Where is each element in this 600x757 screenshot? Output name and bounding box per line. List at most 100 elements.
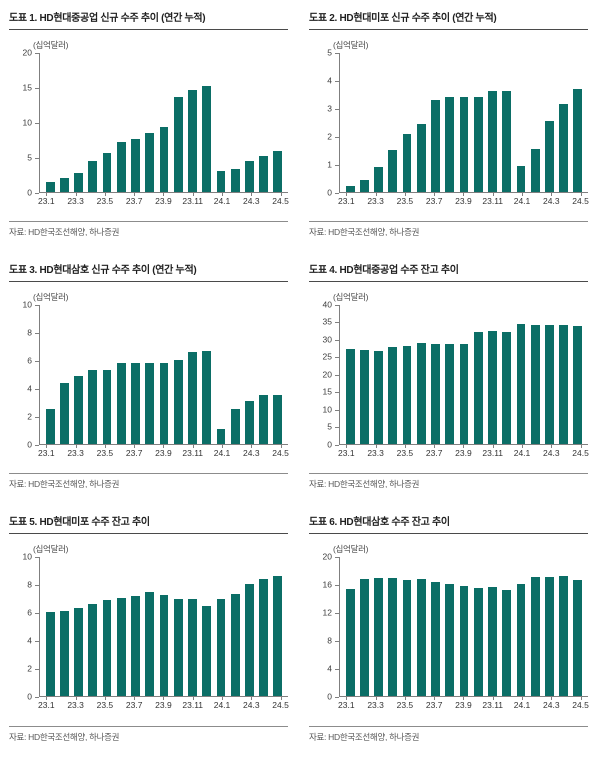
chart-title: 도표 5. HD현대미포 수주 잔고 추이 [9,513,288,534]
x-slot [83,193,98,207]
x-tick-label: 24.5 [572,196,589,206]
bar-23.6 [116,141,126,192]
bar-slot [100,53,114,192]
bar-23.8 [445,97,455,192]
x-axis-labels: 23.1 23.3 23.5 23.7 23.9 23.11 24.1 24.3 24.5 [38,697,289,711]
bar-23.8 [145,362,155,444]
bar-slot [228,53,242,192]
x-slot: 24.5 [272,697,289,711]
x-slot [229,445,244,459]
chart-panel-4: 도표 4. HD현대중공업 수주 잔고 추이 (십억달러) 0 5 10 15 20 25… [300,252,600,504]
x-tick-label: 23.7 [125,700,143,710]
bar-24.2 [230,593,240,696]
x-slot [54,193,69,207]
bar-23.2 [59,178,69,192]
source-note: 자료: HD한국조선해양, 하나증권 [9,726,288,743]
bar-23.3 [374,350,383,444]
plot-area [39,557,288,697]
bar-slot [114,305,128,444]
x-tick-mark [75,445,77,448]
bar-23.4 [88,370,98,444]
y-tick-mark [35,556,39,558]
x-tick-label: 23.5 [96,700,114,710]
bar-slot [71,305,85,444]
bar-slot [43,305,57,444]
bar-23.7 [131,362,140,444]
x-slot: 23.11 [182,697,204,711]
x-slot: 24.1 [514,697,530,711]
bar-slot [257,305,271,444]
bar-slot [128,557,142,696]
x-slot: 23.11 [182,445,203,459]
y-tick-mark [335,52,339,54]
bar-23.10 [173,359,183,444]
bar-24.5 [273,151,283,192]
x-slot: 23.5 [397,193,413,207]
bar-slot [71,53,85,192]
x-slot [354,445,369,459]
y-tick-mark [35,52,39,54]
chart-title: 도표 2. HD현대미포 신규 수주 추이 (연간 누적) [309,9,588,30]
x-tick-label: 24.1 [513,196,531,206]
x-tick-mark [46,193,48,196]
bar-slot [242,53,256,192]
bar-24.1 [516,324,526,444]
x-tick-label: 23.11 [482,196,504,206]
y-axis-unit-label: (십억달러) [33,544,69,554]
x-tick-mark [192,193,194,196]
x-slot: 23.7 [126,193,142,207]
x-tick-mark [346,697,348,700]
y-tick-mark [335,322,339,323]
bar-23.12 [202,85,212,192]
x-slot: 23.1 [338,193,355,207]
x-tick-mark [434,697,436,700]
chart-panel-2: 도표 2. HD현대미포 신규 수주 추이 (연간 누적) (십억달러) 0 1 2… [300,0,600,252]
x-slot [500,193,515,207]
x-slot: 23.3 [67,697,84,711]
bar-24.3 [244,400,254,444]
bar-slot [214,305,228,444]
bar-slot [514,557,528,696]
y-axis-unit-label: (십억달러) [333,544,369,554]
bar-slot [443,305,457,444]
x-tick-label: 23.11 [182,700,204,710]
bar-23.10 [473,587,483,696]
bar-24.3 [244,584,254,696]
bar-23.2 [359,578,369,696]
bar-23.9 [159,595,169,696]
x-slot: 23.11 [182,193,203,207]
x-tick-label: 24.1 [213,448,231,458]
y-tick-mark [335,612,339,614]
x-slot [559,697,574,711]
bar-slot [514,53,528,192]
y-tick-mark [335,357,339,358]
bar-24.2 [530,577,540,696]
x-tick-mark [46,697,48,700]
bar-23.10 [173,598,183,696]
x-tick-mark [404,697,406,700]
x-slot: 23.9 [155,697,172,711]
x-tick-label: 23.1 [338,700,355,710]
bar-23.2 [59,382,69,444]
y-tick-mark [335,392,339,393]
x-slot [141,445,156,459]
y-tick-label: 6 [27,355,32,366]
y-tick-label: 4 [327,75,332,86]
y-tick-mark [335,80,339,82]
bar-23.4 [88,604,98,696]
source-note: 자료: HD한국조선해양, 하나증권 [309,473,588,490]
bar-slot [100,557,114,696]
bar-slot [100,305,114,444]
x-tick-mark [163,697,165,700]
bar-slot [500,305,514,444]
x-tick-label: 23.3 [367,196,384,206]
x-axis-labels: 23.1 23.3 23.5 23.7 23.9 23.11 24.1 24.3 24.5 [338,193,589,207]
bar-24.1 [516,165,526,192]
x-slot [259,193,274,207]
x-slot [441,193,456,207]
x-slot: 23.11 [482,697,503,711]
bar-24.1 [216,598,226,696]
x-slot: 23.1 [38,445,55,459]
x-tick-mark [551,193,553,196]
x-slot: 23.7 [426,193,442,207]
